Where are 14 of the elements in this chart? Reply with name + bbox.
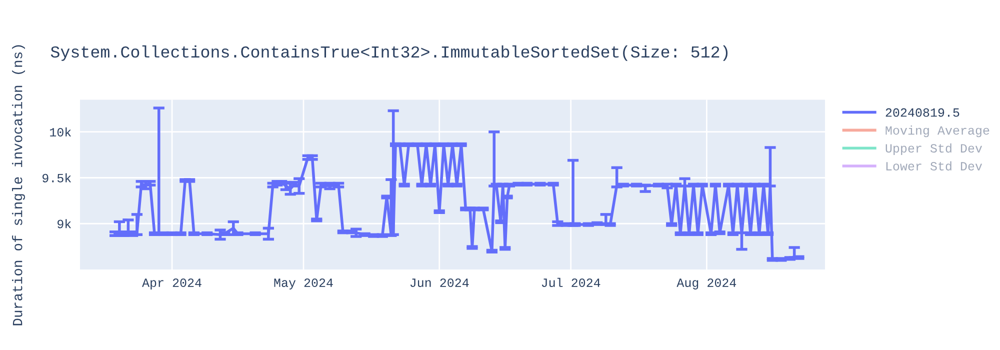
y-tick-label: 9k bbox=[58, 219, 72, 228]
x-tick-label: May 2024 bbox=[274, 278, 333, 290]
legend-label: 20240819.5 bbox=[886, 108, 960, 117]
y-tick-label: 10k bbox=[50, 127, 72, 137]
x-tick-label: Apr 2024 bbox=[142, 278, 202, 290]
x-tick-label: Jul 2024 bbox=[542, 278, 600, 288]
legend-label: Lower Std Dev bbox=[886, 161, 982, 171]
x-tick-label: Aug 2024 bbox=[676, 278, 736, 290]
chart-title: System.Collections.ContainsTrue<Int32>.ImmutableSortedSet(Size: 512) bbox=[50, 45, 728, 61]
y-tick-label: 9.5k bbox=[42, 173, 72, 182]
x-tick-label: Jun 2024 bbox=[410, 278, 469, 288]
legend-label: Upper Std Dev bbox=[886, 143, 982, 156]
y-axis-title: Duration of single invocation (ns) bbox=[12, 45, 25, 326]
legend-label: Moving Average bbox=[886, 126, 990, 138]
